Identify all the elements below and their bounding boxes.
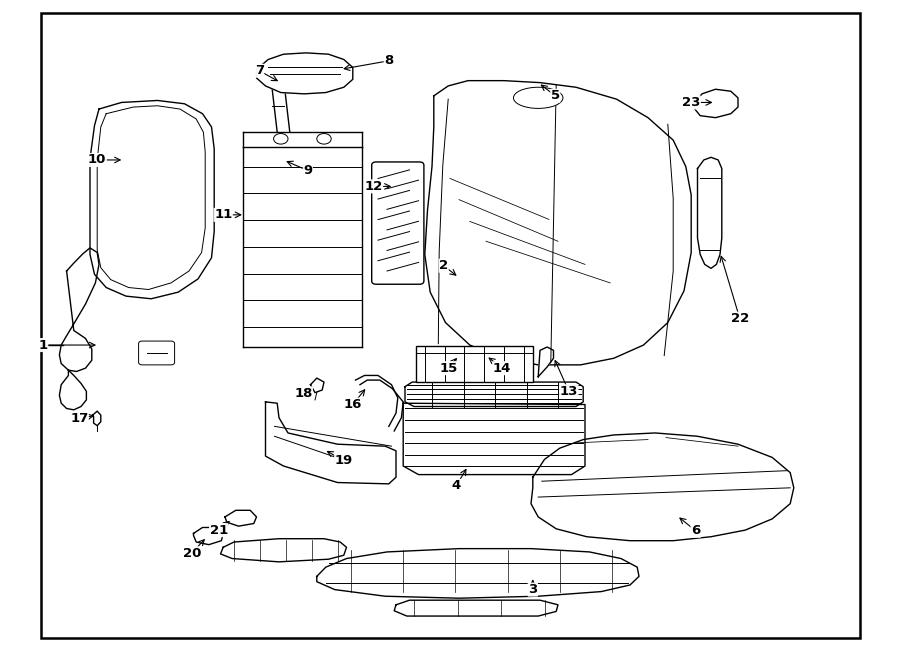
Polygon shape	[538, 347, 554, 377]
Text: 8: 8	[384, 54, 393, 67]
Text: 14: 14	[493, 362, 511, 375]
Text: 1: 1	[39, 338, 48, 352]
Polygon shape	[310, 378, 324, 393]
Text: 12: 12	[364, 180, 382, 193]
Text: 11: 11	[214, 208, 232, 221]
Text: 9: 9	[303, 164, 312, 177]
Text: 13: 13	[560, 385, 578, 398]
Polygon shape	[695, 89, 738, 118]
Text: 18: 18	[294, 387, 312, 400]
Text: 17: 17	[70, 412, 88, 425]
FancyBboxPatch shape	[139, 341, 175, 365]
Text: 15: 15	[439, 362, 457, 375]
Polygon shape	[256, 53, 353, 94]
Text: 6: 6	[691, 524, 700, 537]
Polygon shape	[59, 248, 99, 371]
Text: 3: 3	[528, 583, 537, 596]
Polygon shape	[220, 539, 346, 562]
FancyBboxPatch shape	[372, 162, 424, 284]
Text: 10: 10	[88, 153, 106, 167]
Text: 2: 2	[439, 259, 448, 272]
Text: 21: 21	[210, 524, 228, 537]
Polygon shape	[317, 549, 639, 598]
Bar	[416, 346, 533, 382]
Text: 4: 4	[452, 479, 461, 492]
Polygon shape	[93, 411, 101, 426]
Polygon shape	[59, 370, 86, 410]
Text: 20: 20	[183, 547, 201, 560]
Polygon shape	[266, 402, 396, 484]
Polygon shape	[225, 510, 256, 526]
Polygon shape	[405, 382, 583, 407]
Polygon shape	[394, 600, 558, 616]
Polygon shape	[698, 157, 722, 268]
Ellipse shape	[513, 87, 563, 108]
Polygon shape	[403, 403, 585, 475]
Text: 23: 23	[682, 96, 700, 109]
Text: 19: 19	[335, 454, 353, 467]
Text: 22: 22	[731, 312, 749, 325]
Polygon shape	[531, 433, 794, 541]
Polygon shape	[90, 100, 214, 299]
Text: 5: 5	[551, 89, 560, 102]
Polygon shape	[194, 527, 223, 545]
Text: 7: 7	[255, 64, 264, 77]
Text: 16: 16	[344, 398, 362, 411]
Polygon shape	[425, 81, 691, 365]
